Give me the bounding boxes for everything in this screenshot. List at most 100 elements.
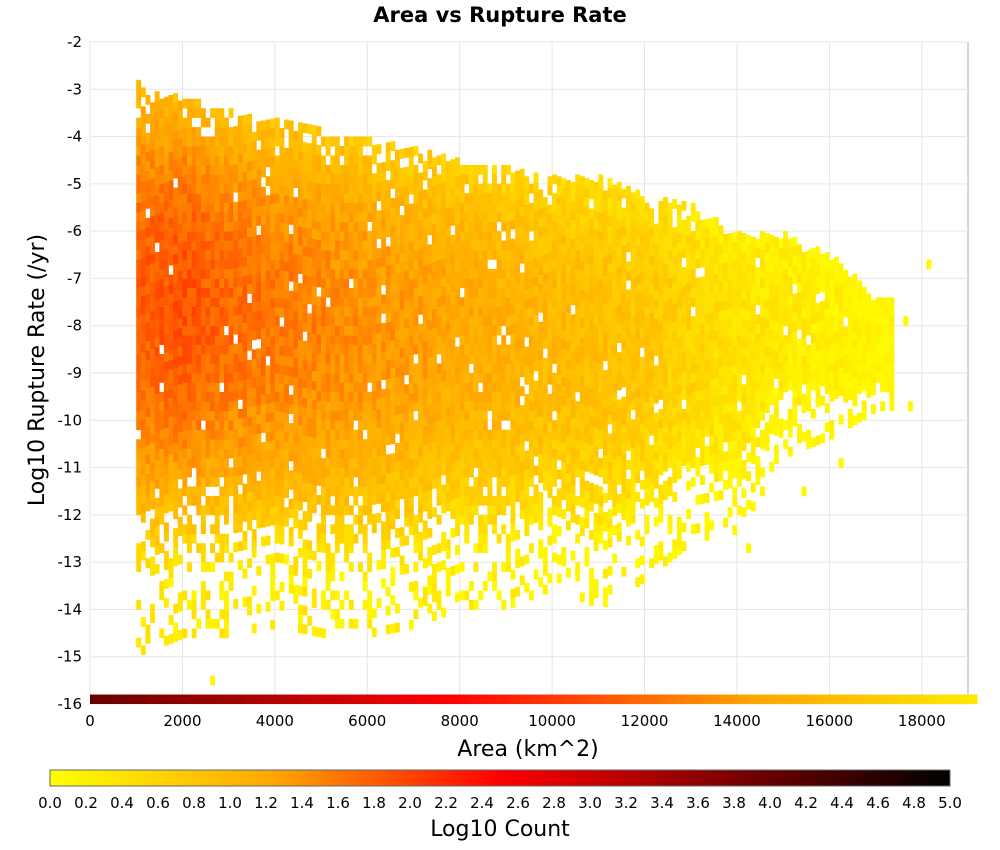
heatmap-cell	[140, 550, 146, 561]
heatmap-cell	[385, 416, 391, 427]
heatmap-cell	[177, 204, 183, 215]
heatmap-cell	[348, 524, 354, 535]
heatmap-cell	[196, 401, 202, 412]
heatmap-cell	[228, 477, 234, 487]
heatmap-cell	[408, 364, 414, 375]
heatmap-cell	[177, 412, 183, 423]
heatmap-cell	[570, 503, 576, 514]
heatmap-cell	[330, 316, 336, 327]
heatmap-cell	[348, 240, 354, 251]
heatmap-cell	[260, 517, 266, 528]
heatmap-cell	[274, 193, 280, 204]
heatmap-cell	[667, 278, 673, 289]
heatmap-cell	[464, 420, 470, 431]
heatmap-cell	[237, 172, 243, 183]
heatmap-cell	[140, 465, 146, 476]
heatmap-cell	[690, 524, 696, 535]
heatmap-cell	[418, 200, 424, 211]
heatmap-cell	[302, 511, 308, 521]
heatmap-cell	[251, 283, 257, 293]
heatmap-cell	[224, 533, 229, 544]
heatmap-cell	[529, 505, 534, 516]
heatmap-cell	[237, 371, 243, 381]
heatmap-cell	[639, 574, 645, 585]
heatmap-cell	[145, 340, 151, 351]
heatmap-cell	[575, 335, 581, 345]
heatmap-cell	[607, 395, 613, 406]
heatmap-cell	[177, 223, 183, 234]
heatmap-cell	[196, 146, 202, 156]
heatmap-cell	[459, 183, 465, 194]
heatmap-cell	[496, 477, 502, 487]
heatmap-cell	[302, 123, 308, 134]
heatmap-cell	[575, 410, 581, 421]
heatmap-cell	[547, 280, 553, 291]
heatmap-cell	[455, 251, 460, 262]
heatmap-cell	[224, 193, 229, 204]
heatmap-cell	[431, 280, 437, 291]
heatmap-cell	[219, 543, 225, 553]
heatmap-cell	[274, 429, 280, 440]
heatmap-cell	[552, 325, 558, 336]
heatmap-cell	[247, 369, 253, 379]
heatmap-cell	[159, 146, 165, 156]
heatmap-cell	[505, 240, 511, 251]
heatmap-cell	[265, 516, 271, 527]
heatmap-cell	[150, 234, 155, 245]
heatmap-cell	[413, 212, 419, 222]
heatmap-cell	[200, 325, 206, 336]
heatmap-cell	[473, 429, 479, 440]
heatmap-cell	[344, 495, 350, 506]
heatmap-cell	[325, 581, 331, 591]
heatmap-cell	[145, 444, 151, 455]
heatmap-cell	[376, 257, 382, 268]
heatmap-cell	[242, 209, 248, 220]
heatmap-cell	[445, 407, 451, 417]
heatmap-cell	[579, 365, 585, 376]
heatmap-cell	[339, 495, 345, 506]
heatmap-cell	[427, 575, 433, 586]
heatmap-cell	[177, 554, 183, 565]
heatmap-cell	[279, 336, 285, 346]
heatmap-cell	[339, 250, 345, 260]
heatmap-cell	[242, 332, 248, 343]
heatmap-cell	[297, 500, 303, 511]
heatmap-cell	[464, 268, 470, 279]
heatmap-cell	[478, 590, 484, 601]
heatmap-cell	[635, 416, 641, 427]
heatmap-cell	[210, 316, 216, 327]
heatmap-cell	[284, 412, 289, 423]
heatmap-cell	[699, 399, 705, 410]
heatmap-cell	[556, 280, 562, 291]
heatmap-cell	[187, 268, 192, 279]
heatmap-cell	[459, 391, 465, 402]
heatmap-cell	[187, 250, 192, 260]
heatmap-cell	[279, 232, 285, 242]
heatmap-cell	[187, 108, 192, 118]
heatmap-cell	[297, 453, 303, 464]
heatmap-cell	[556, 308, 562, 319]
heatmap-cell	[260, 290, 266, 301]
heatmap-cell	[570, 465, 576, 476]
heatmap-cell	[524, 214, 530, 224]
heatmap-cell	[302, 454, 308, 465]
heatmap-cell	[621, 358, 627, 369]
heatmap-cell	[542, 547, 548, 557]
heatmap-cell	[237, 512, 243, 523]
heatmap-cell	[191, 183, 197, 194]
heatmap-cell	[441, 352, 447, 362]
heatmap-cell	[658, 371, 664, 381]
heatmap-cell	[270, 298, 276, 309]
heatmap-cell	[242, 464, 248, 475]
heatmap-cell	[561, 272, 567, 283]
heatmap-cell	[422, 425, 428, 436]
heatmap-cell	[547, 261, 553, 272]
heatmap-cell	[307, 568, 313, 579]
heatmap-cell	[394, 253, 400, 264]
heatmap-cell	[247, 397, 253, 408]
heatmap-cell	[145, 435, 151, 446]
heatmap-cell	[140, 418, 146, 429]
heatmap-cell	[394, 395, 400, 406]
heatmap-cell	[565, 444, 571, 455]
heatmap-cell	[362, 354, 368, 364]
